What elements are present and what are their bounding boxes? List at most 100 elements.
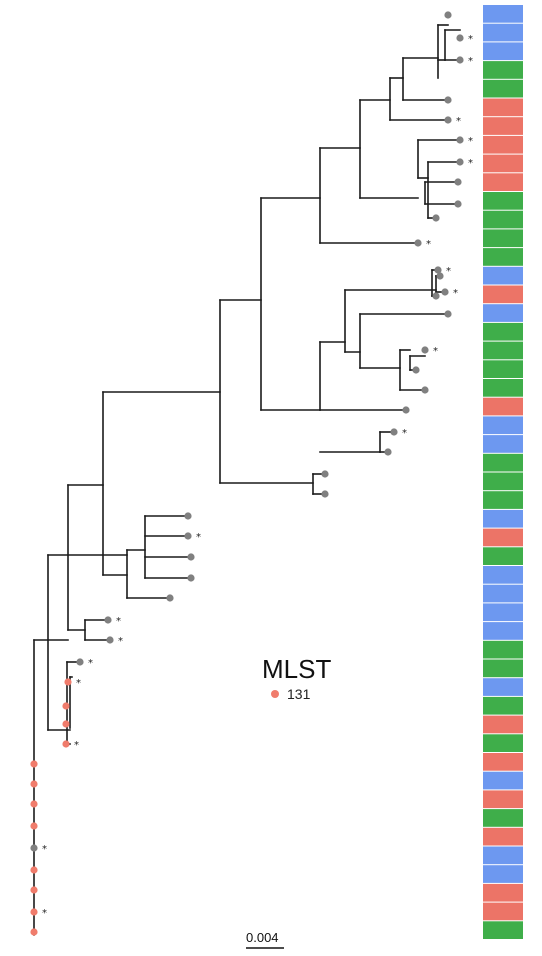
color-strip-cell-red [483, 154, 523, 173]
color-strip-cell-blue [483, 622, 523, 640]
annotation-marker: * [433, 346, 438, 357]
color-strip-cell-blue [483, 846, 523, 865]
color-strip-cell-blue [483, 23, 523, 42]
legend-title: MLST [262, 654, 331, 684]
tip-node [414, 239, 422, 247]
tip-node [454, 178, 462, 186]
tip-node [454, 200, 462, 208]
color-strip-cell-green [483, 360, 523, 378]
color-strip-cell-red [483, 98, 523, 117]
color-strip-cell-blue [483, 304, 523, 322]
color-strip-cell-green [483, 921, 523, 939]
color-strip-cell-red [483, 715, 523, 734]
color-strip-cell-green [483, 734, 523, 752]
tip-node-mlst-131 [30, 760, 38, 768]
color-strip-cell-green [483, 229, 523, 248]
color-strip-cell-green [483, 491, 523, 509]
color-strip-cell-red [483, 135, 523, 154]
tip-node [104, 616, 112, 624]
annotation-marker: * [74, 740, 79, 751]
color-strip-cell-red [483, 827, 523, 846]
color-strip-cell-blue [483, 5, 523, 23]
tip-node-mlst-131 [30, 866, 38, 874]
color-strip-cell-blue [483, 509, 523, 528]
tip-node [441, 288, 449, 296]
color-strip-cell-green [483, 210, 523, 229]
tip-node [456, 34, 464, 42]
color-strip-cell-blue [483, 603, 523, 622]
legend-swatch-131 [271, 690, 279, 698]
color-strip-cell-green [483, 472, 523, 491]
color-strip-cell-red [483, 285, 523, 304]
tip-node [402, 406, 410, 414]
tip-node-mlst-131 [62, 740, 70, 748]
color-strip-cell-green [483, 659, 523, 678]
annotation-marker: * [468, 34, 473, 45]
tip-node-mlst-131 [30, 928, 38, 936]
annotation-marker: * [196, 532, 201, 543]
tip-node [184, 532, 192, 540]
color-strip-cell-blue [483, 416, 523, 435]
color-strip-cell-green [483, 192, 523, 210]
annotation-marker: * [42, 844, 47, 855]
color-strip-cell-blue [483, 865, 523, 883]
tip-node [421, 386, 429, 394]
color-strip-cell-blue [483, 771, 523, 790]
tip-node-mlst-131 [30, 800, 38, 808]
metadata-color-strip [483, 5, 523, 939]
tip-node [384, 448, 392, 456]
annotation-marker: * [76, 678, 81, 689]
tip-node [187, 553, 195, 561]
tip-node [321, 470, 329, 478]
annotation-marker: * [446, 266, 451, 277]
tip-node [456, 158, 464, 166]
tip-node-mlst-131 [30, 780, 38, 788]
tip-node-mlst-131 [64, 678, 72, 686]
legend-label-131: 131 [287, 686, 311, 702]
tree-branches [33, 24, 461, 936]
annotation-marker: * [453, 288, 458, 299]
color-strip-cell-blue [483, 678, 523, 696]
color-strip-cell-red [483, 173, 523, 191]
color-strip-cell-red [483, 528, 523, 547]
color-strip-cell-green [483, 453, 523, 472]
tip-node-mlst-131 [30, 822, 38, 830]
tip-node-mlst-131 [62, 720, 70, 728]
tip-node [166, 594, 174, 602]
color-strip-cell-blue [483, 435, 523, 453]
color-strip-cell-red [483, 883, 523, 902]
tip-node [456, 136, 464, 144]
color-strip-cell-green [483, 640, 523, 659]
annotation-marker: * [456, 116, 461, 127]
annotation-marker: * [468, 56, 473, 67]
color-strip-cell-green [483, 79, 523, 98]
color-strip-cell-blue [483, 566, 523, 584]
color-strip-cell-green [483, 379, 523, 397]
tip-node [444, 96, 452, 104]
annotation-marker: * [402, 428, 407, 439]
scale-bar: 0.004 [246, 930, 284, 949]
annotation-marker: * [88, 658, 93, 669]
tip-node [432, 214, 440, 222]
color-strip-cell-blue [483, 266, 523, 285]
tip-node [444, 116, 452, 124]
tip-node [421, 346, 429, 354]
color-strip-cell-blue [483, 42, 523, 61]
annotation-marker: * [42, 908, 47, 919]
color-strip-cell-red [483, 790, 523, 809]
color-strip-cell-blue [483, 584, 523, 603]
annotation-marker: * [426, 239, 431, 250]
annotation-marker: * [468, 136, 473, 147]
tip-node [321, 490, 329, 498]
color-strip-cell-green [483, 341, 523, 360]
tree-tips [30, 11, 464, 936]
tip-node [456, 56, 464, 64]
tip-node [390, 428, 398, 436]
color-strip-cell-green [483, 322, 523, 341]
tip-node [436, 272, 444, 280]
tip-node [30, 844, 38, 852]
tree-annotation-markers: ****************** [42, 34, 473, 919]
annotation-marker: * [116, 616, 121, 627]
